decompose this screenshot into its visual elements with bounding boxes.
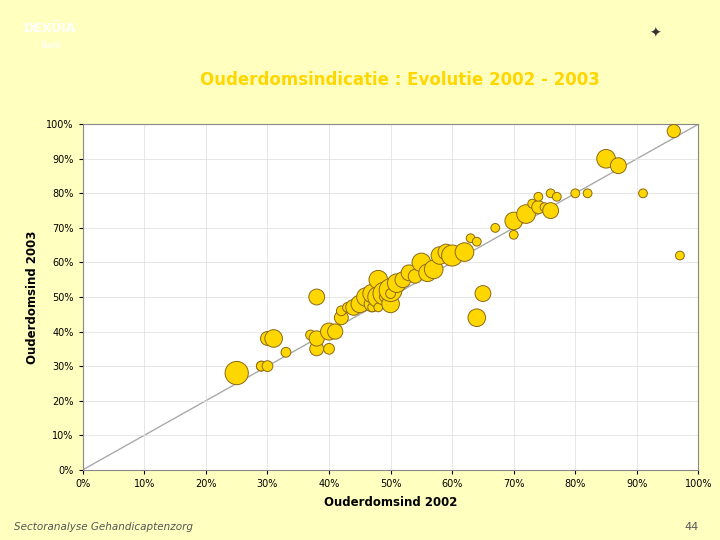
Point [262,334,274,343]
Point [268,334,279,343]
Point [360,293,372,301]
Point [410,272,421,281]
Point [471,313,482,322]
Point [397,275,409,284]
Point [336,307,347,315]
Point [545,189,557,198]
Point [477,289,489,298]
Point [305,330,316,339]
Point [440,248,451,256]
Point [366,303,378,312]
Point [508,217,520,225]
Point [256,362,267,370]
Point [348,303,359,312]
Point [533,192,544,201]
Text: Ouderdomsindicatie : Evolutie 2002 - 2003: Ouderdomsindicatie : Evolutie 2002 - 200… [199,71,600,89]
Point [311,345,323,353]
Point [551,192,562,201]
Point [415,258,427,267]
Point [459,248,470,256]
Point [446,251,458,260]
Point [403,268,415,277]
Point [465,234,477,242]
Point [385,286,397,294]
Y-axis label: Ouderdomsind 2003: Ouderdomsind 2003 [27,231,40,363]
Point [379,289,390,298]
Text: 44: 44 [684,522,698,532]
Point [428,265,439,274]
Point [490,224,501,232]
Point [262,362,274,370]
Point [280,348,292,356]
Point [422,268,433,277]
Point [354,300,366,308]
Text: Bank: Bank [40,40,61,50]
Point [385,289,397,298]
Point [471,238,482,246]
Point [231,369,243,377]
Point [372,303,384,312]
Point [342,303,354,312]
Point [508,231,520,239]
Text: DEXÜIA: DEXÜIA [24,22,76,36]
Point [385,300,397,308]
Point [372,293,384,301]
Point [570,189,581,198]
Point [391,279,402,287]
Point [539,203,550,212]
Point [668,127,680,136]
Point [582,189,593,198]
Point [434,251,446,260]
Point [526,199,538,208]
Point [372,275,384,284]
Point [366,289,378,298]
Text: Sectoranalyse Gehandicaptenzorg: Sectoranalyse Gehandicaptenzorg [14,522,194,532]
Point [613,161,624,170]
Point [379,293,390,301]
Point [600,154,612,163]
Point [533,203,544,212]
Point [674,251,685,260]
Point [311,334,323,343]
Point [521,210,532,218]
Point [336,313,347,322]
Point [256,362,267,370]
Text: ✦: ✦ [649,27,661,40]
X-axis label: Ouderdomsind 2002: Ouderdomsind 2002 [324,496,457,509]
Point [323,327,335,336]
Point [311,293,323,301]
Point [366,300,378,308]
Point [637,189,649,198]
Point [330,327,341,336]
Point [545,206,557,215]
Point [323,345,335,353]
